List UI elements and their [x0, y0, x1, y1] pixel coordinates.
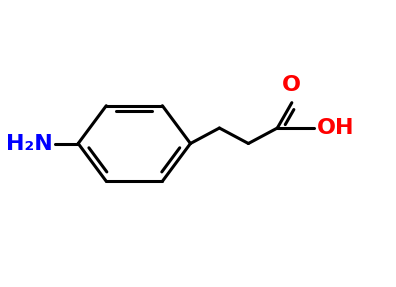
Text: OH: OH [316, 118, 354, 138]
Text: O: O [282, 75, 301, 95]
Text: H₂N: H₂N [6, 133, 53, 154]
